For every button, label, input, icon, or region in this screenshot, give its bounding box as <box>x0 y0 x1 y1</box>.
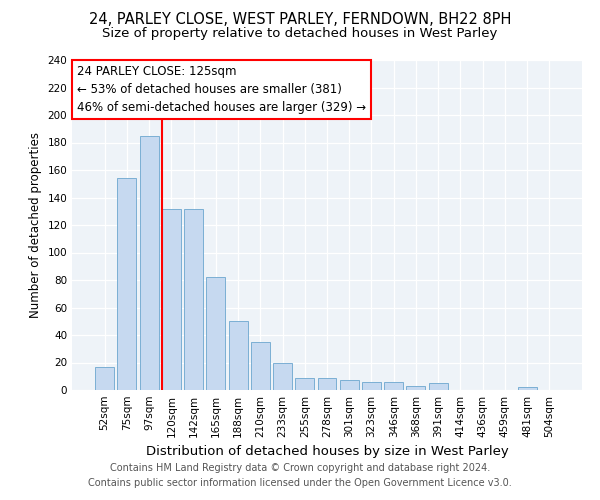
Bar <box>362 382 381 390</box>
Bar <box>162 208 181 390</box>
Bar <box>406 386 425 390</box>
Bar <box>340 380 359 390</box>
Text: 24, PARLEY CLOSE, WEST PARLEY, FERNDOWN, BH22 8PH: 24, PARLEY CLOSE, WEST PARLEY, FERNDOWN,… <box>89 12 511 28</box>
Bar <box>518 387 536 390</box>
Bar <box>384 382 403 390</box>
Bar <box>95 366 114 390</box>
Text: 24 PARLEY CLOSE: 125sqm
← 53% of detached houses are smaller (381)
46% of semi-d: 24 PARLEY CLOSE: 125sqm ← 53% of detache… <box>77 65 366 114</box>
Bar <box>429 383 448 390</box>
Bar <box>184 208 203 390</box>
X-axis label: Distribution of detached houses by size in West Parley: Distribution of detached houses by size … <box>146 446 508 458</box>
Bar <box>140 136 158 390</box>
Text: Contains HM Land Registry data © Crown copyright and database right 2024.
Contai: Contains HM Land Registry data © Crown c… <box>88 462 512 487</box>
Bar <box>317 378 337 390</box>
Bar <box>273 362 292 390</box>
Y-axis label: Number of detached properties: Number of detached properties <box>29 132 42 318</box>
Bar <box>295 378 314 390</box>
Bar <box>251 342 270 390</box>
Bar <box>229 322 248 390</box>
Bar <box>206 277 225 390</box>
Text: Size of property relative to detached houses in West Parley: Size of property relative to detached ho… <box>103 28 497 40</box>
Bar <box>118 178 136 390</box>
